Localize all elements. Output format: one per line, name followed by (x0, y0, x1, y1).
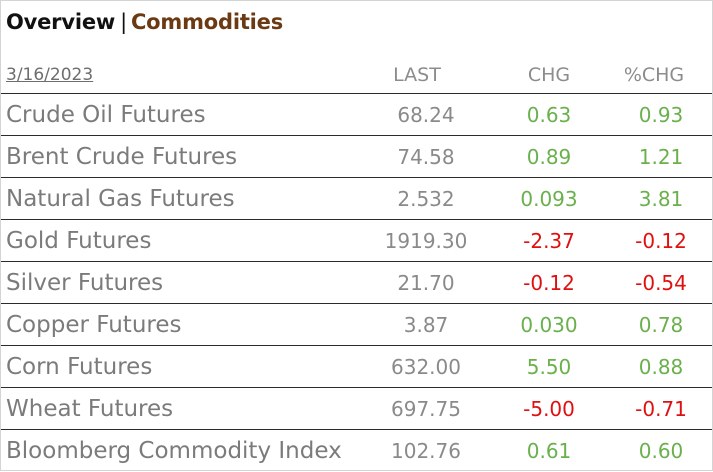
overview-tab[interactable]: Overview (6, 10, 116, 34)
column-header-last: LAST (393, 64, 441, 86)
last-price: 2.532 (397, 187, 455, 211)
commodity-name[interactable]: Brent Crude Futures (6, 144, 238, 170)
column-header-chg: CHG (527, 64, 571, 86)
commodities-table: Crude Oil Futures 68.24 0.63 0.93 Brent … (1, 93, 712, 471)
last-price: 697.75 (391, 397, 461, 421)
quote-date: 3/16/2023 (6, 65, 94, 85)
table-row[interactable]: Corn Futures 632.00 5.50 0.88 (1, 345, 712, 387)
commodity-name[interactable]: Crude Oil Futures (6, 102, 206, 128)
last-price: 632.00 (391, 355, 461, 379)
last-price: 74.58 (397, 145, 455, 169)
last-price: 68.24 (397, 103, 455, 127)
price-change: 0.61 (526, 439, 572, 463)
last-price: 21.70 (397, 271, 455, 295)
panel-header: Overview | Commodities (6, 10, 283, 34)
percent-change: -0.12 (635, 229, 687, 253)
percent-change: 0.78 (638, 313, 684, 337)
column-header-pct-chg: %CHG (623, 64, 685, 86)
commodity-name[interactable]: Bloomberg Commodity Index (6, 438, 342, 464)
percent-change: -0.54 (635, 271, 687, 295)
price-change: 0.030 (520, 313, 578, 337)
commodities-tab[interactable]: Commodities (130, 10, 284, 34)
last-price: 102.76 (391, 439, 461, 463)
table-row[interactable]: Brent Crude Futures 74.58 0.89 1.21 (1, 135, 712, 177)
percent-change: 0.88 (638, 355, 684, 379)
table-row[interactable]: Natural Gas Futures 2.532 0.093 3.81 (1, 177, 712, 219)
percent-change: 3.81 (638, 187, 684, 211)
percent-change: 0.60 (638, 439, 684, 463)
last-price: 3.87 (403, 313, 449, 337)
header-separator: | (120, 10, 127, 34)
commodity-name[interactable]: Corn Futures (6, 354, 153, 380)
percent-change: 0.93 (638, 103, 684, 127)
price-change: 0.63 (526, 103, 572, 127)
table-row[interactable]: Wheat Futures 697.75 -5.00 -0.71 (1, 387, 712, 429)
table-row[interactable]: Silver Futures 21.70 -0.12 -0.54 (1, 261, 712, 303)
table-row[interactable]: Copper Futures 3.87 0.030 0.78 (1, 303, 712, 345)
commodity-name[interactable]: Copper Futures (6, 312, 182, 338)
commodity-name[interactable]: Gold Futures (6, 228, 152, 254)
price-change: 0.093 (520, 187, 578, 211)
price-change: -0.12 (523, 271, 575, 295)
percent-change: 1.21 (638, 145, 684, 169)
table-row[interactable]: Crude Oil Futures 68.24 0.63 0.93 (1, 93, 712, 135)
price-change: 5.50 (526, 355, 572, 379)
percent-change: -0.71 (635, 397, 687, 421)
commodity-name[interactable]: Natural Gas Futures (6, 186, 235, 212)
price-change: -5.00 (523, 397, 575, 421)
table-row[interactable]: Bloomberg Commodity Index 102.76 0.61 0.… (1, 429, 712, 471)
table-row[interactable]: Gold Futures 1919.30 -2.37 -0.12 (1, 219, 712, 261)
commodity-name[interactable]: Wheat Futures (6, 396, 174, 422)
price-change: 0.89 (526, 145, 572, 169)
price-change: -2.37 (523, 229, 575, 253)
commodity-name[interactable]: Silver Futures (6, 270, 164, 296)
last-price: 1919.30 (384, 229, 468, 253)
